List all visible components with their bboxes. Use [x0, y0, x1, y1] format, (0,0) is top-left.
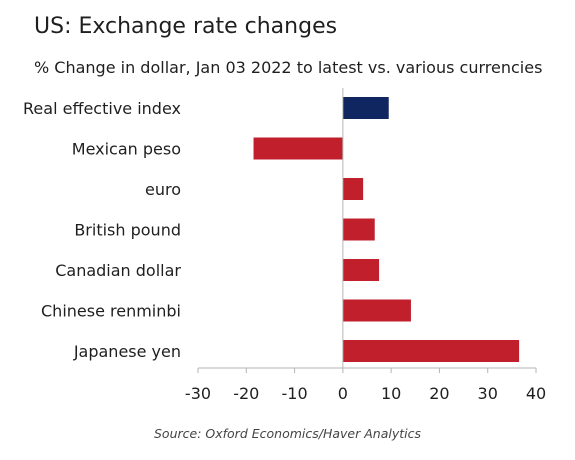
category-label: euro: [145, 180, 181, 199]
x-axis: -30 -20 -10 0 10 20 30 40: [185, 88, 546, 403]
x-tick-label: -30: [185, 384, 211, 403]
category-label: Real effective index: [23, 99, 181, 118]
bar-chinese-renminbi: [342, 299, 411, 322]
x-tick-label: 20: [429, 384, 449, 403]
bars: [253, 97, 520, 362]
bar-euro: [342, 178, 364, 200]
bar-mexican-peso: [253, 137, 343, 160]
x-tick-label: -10: [282, 384, 308, 403]
category-label: Chinese renminbi: [41, 302, 181, 321]
bar-canadian-dollar: [342, 259, 380, 281]
chart-title: US: Exchange rate changes: [34, 14, 338, 39]
x-tick-label: 10: [381, 384, 401, 403]
chart-source: Source: Oxford Economics/Haver Analytics: [154, 426, 421, 441]
x-tick-label: 40: [526, 384, 546, 403]
bar-british-pound: [342, 218, 375, 241]
chart-subtitle: % Change in dollar, Jan 03 2022 to lates…: [34, 58, 543, 77]
x-tick-label: 30: [478, 384, 498, 403]
category-label: Japanese yen: [73, 342, 181, 361]
category-label: Mexican peso: [72, 140, 181, 159]
category-label: Canadian dollar: [55, 261, 181, 280]
x-tick-label: -20: [233, 384, 259, 403]
bar-japanese-yen: [342, 340, 520, 362]
category-labels: Real effective index Mexican peso euro Brit…: [23, 99, 181, 361]
x-tick-label: 0: [338, 384, 348, 403]
bar-real-effective-index: [342, 97, 389, 119]
category-label: British pound: [74, 221, 181, 240]
